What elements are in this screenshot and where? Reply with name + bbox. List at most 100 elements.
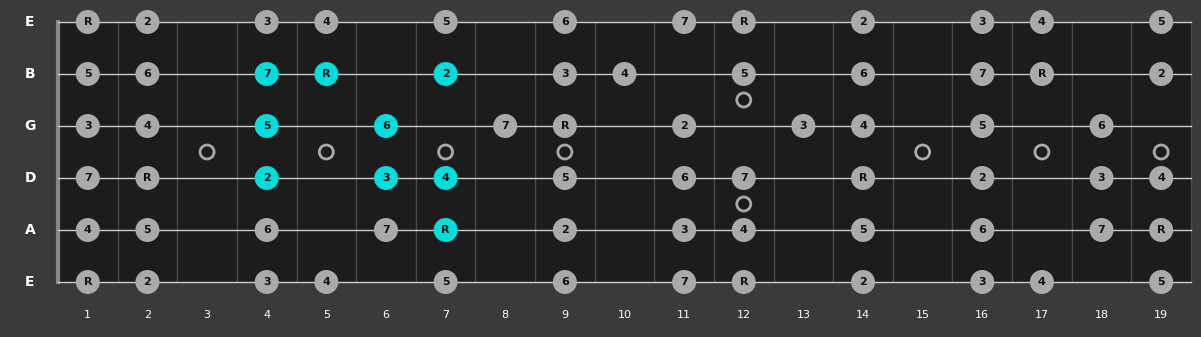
- Text: R: R: [1157, 225, 1165, 235]
- Circle shape: [852, 218, 876, 242]
- Circle shape: [255, 218, 279, 242]
- Text: 7: 7: [501, 121, 509, 131]
- Circle shape: [1149, 62, 1173, 86]
- Circle shape: [673, 270, 697, 294]
- Circle shape: [731, 10, 755, 34]
- Text: 3: 3: [680, 225, 688, 235]
- Circle shape: [315, 270, 339, 294]
- Text: 5: 5: [1158, 17, 1165, 27]
- Circle shape: [1089, 218, 1113, 242]
- Circle shape: [434, 270, 458, 294]
- Circle shape: [552, 62, 576, 86]
- Text: R: R: [1038, 69, 1046, 79]
- Circle shape: [374, 166, 398, 190]
- Text: 3: 3: [561, 69, 569, 79]
- Text: R: R: [561, 121, 569, 131]
- Circle shape: [494, 114, 518, 138]
- Circle shape: [1030, 62, 1054, 86]
- Text: 6: 6: [382, 310, 389, 320]
- Text: D: D: [24, 171, 36, 185]
- Circle shape: [552, 270, 576, 294]
- Text: 4: 4: [442, 173, 449, 183]
- Circle shape: [255, 166, 279, 190]
- Text: 4: 4: [621, 69, 628, 79]
- Circle shape: [970, 166, 994, 190]
- Text: 4: 4: [322, 277, 330, 287]
- Text: 2: 2: [144, 17, 151, 27]
- Circle shape: [970, 270, 994, 294]
- Text: 7: 7: [680, 277, 688, 287]
- Text: 3: 3: [1098, 173, 1105, 183]
- Circle shape: [1149, 218, 1173, 242]
- Circle shape: [552, 218, 576, 242]
- Circle shape: [673, 218, 697, 242]
- Circle shape: [673, 10, 697, 34]
- Text: 6: 6: [382, 121, 390, 131]
- Circle shape: [76, 218, 100, 242]
- Text: 2: 2: [1158, 69, 1165, 79]
- Circle shape: [76, 114, 100, 138]
- Circle shape: [76, 166, 100, 190]
- Circle shape: [1149, 166, 1173, 190]
- Circle shape: [1149, 10, 1173, 34]
- Text: 4: 4: [84, 225, 91, 235]
- Text: 6: 6: [263, 225, 270, 235]
- Text: 9: 9: [561, 310, 568, 320]
- Circle shape: [970, 218, 994, 242]
- Text: 5: 5: [1158, 277, 1165, 287]
- Text: 7: 7: [680, 17, 688, 27]
- Text: 4: 4: [740, 225, 748, 235]
- Text: E: E: [25, 15, 35, 29]
- Circle shape: [434, 166, 458, 190]
- Text: 2: 2: [561, 225, 569, 235]
- Circle shape: [1089, 114, 1113, 138]
- Circle shape: [76, 62, 100, 86]
- Text: 5: 5: [442, 17, 449, 27]
- Text: 2: 2: [144, 277, 151, 287]
- Circle shape: [136, 166, 160, 190]
- Circle shape: [970, 62, 994, 86]
- Text: R: R: [322, 69, 330, 79]
- Circle shape: [552, 10, 576, 34]
- Text: 16: 16: [975, 310, 990, 320]
- Circle shape: [970, 10, 994, 34]
- Text: 18: 18: [1094, 310, 1109, 320]
- Text: R: R: [84, 17, 92, 27]
- Text: 11: 11: [677, 310, 691, 320]
- Text: 7: 7: [1098, 225, 1105, 235]
- Text: 2: 2: [859, 277, 867, 287]
- Circle shape: [136, 62, 160, 86]
- Circle shape: [255, 62, 279, 86]
- Circle shape: [1030, 10, 1054, 34]
- Circle shape: [731, 62, 755, 86]
- Text: 19: 19: [1154, 310, 1169, 320]
- Text: 5: 5: [859, 225, 867, 235]
- Text: 5: 5: [263, 121, 270, 131]
- Circle shape: [374, 114, 398, 138]
- Text: 3: 3: [382, 173, 390, 183]
- Circle shape: [434, 10, 458, 34]
- Text: 3: 3: [800, 121, 807, 131]
- Text: 4: 4: [859, 121, 867, 131]
- Text: 5: 5: [979, 121, 986, 131]
- Text: R: R: [859, 173, 867, 183]
- Circle shape: [613, 62, 637, 86]
- Circle shape: [731, 270, 755, 294]
- Text: R: R: [740, 17, 748, 27]
- Circle shape: [434, 218, 458, 242]
- Text: 5: 5: [561, 173, 569, 183]
- Text: 7: 7: [382, 225, 390, 235]
- Circle shape: [76, 10, 100, 34]
- Text: 3: 3: [979, 17, 986, 27]
- Circle shape: [673, 166, 697, 190]
- Circle shape: [552, 114, 576, 138]
- Text: A: A: [25, 223, 35, 237]
- Text: 3: 3: [979, 277, 986, 287]
- Text: 7: 7: [442, 310, 449, 320]
- Text: 6: 6: [561, 17, 569, 27]
- Circle shape: [315, 62, 339, 86]
- Text: 15: 15: [915, 310, 930, 320]
- Text: 3: 3: [263, 17, 270, 27]
- Text: 2: 2: [442, 69, 449, 79]
- Circle shape: [76, 270, 100, 294]
